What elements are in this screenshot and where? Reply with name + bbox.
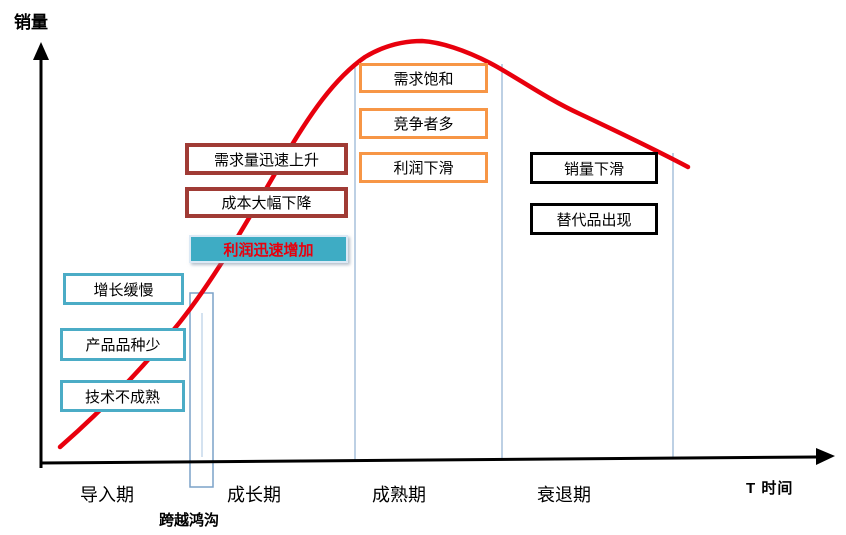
intro-box-immature-technology: 技术不成熟 bbox=[60, 380, 185, 412]
growth-box-demand-rising: 需求量迅速上升 bbox=[185, 143, 348, 175]
maturity-box-profit-declining: 利润下滑 bbox=[359, 152, 488, 183]
phase-label-maturity: 成熟期 bbox=[372, 485, 426, 505]
chasm-label: 跨越鸿沟 bbox=[159, 512, 220, 529]
y-axis-arrowhead-icon bbox=[33, 42, 49, 60]
maturity-box-demand-saturated: 需求饱和 bbox=[359, 63, 488, 93]
decline-box-sales-declining: 销量下滑 bbox=[530, 152, 658, 184]
intro-box-few-varieties: 产品品种少 bbox=[60, 328, 186, 361]
lifecycle-curve bbox=[57, 38, 691, 450]
x-axis-line bbox=[39, 455, 818, 465]
phase-label-growth: 成长期 bbox=[227, 485, 281, 505]
x-axis-title: T 时间 bbox=[746, 480, 794, 497]
y-axis-title: 销量 bbox=[14, 13, 48, 32]
intro-box-slow-growth: 增长缓慢 bbox=[63, 273, 184, 305]
x-axis-arrowhead-icon bbox=[816, 448, 835, 465]
decline-box-substitutes-appear: 替代品出现 bbox=[530, 203, 658, 235]
growth-box-cost-drop: 成本大幅下降 bbox=[185, 187, 348, 218]
phase-label-introduction: 导入期 bbox=[80, 485, 134, 505]
growth-box-profit-increase-highlight: 利润迅速增加 bbox=[189, 235, 348, 263]
maturity-box-many-competitors: 竞争者多 bbox=[359, 108, 488, 139]
phase-label-decline: 衰退期 bbox=[537, 485, 591, 505]
